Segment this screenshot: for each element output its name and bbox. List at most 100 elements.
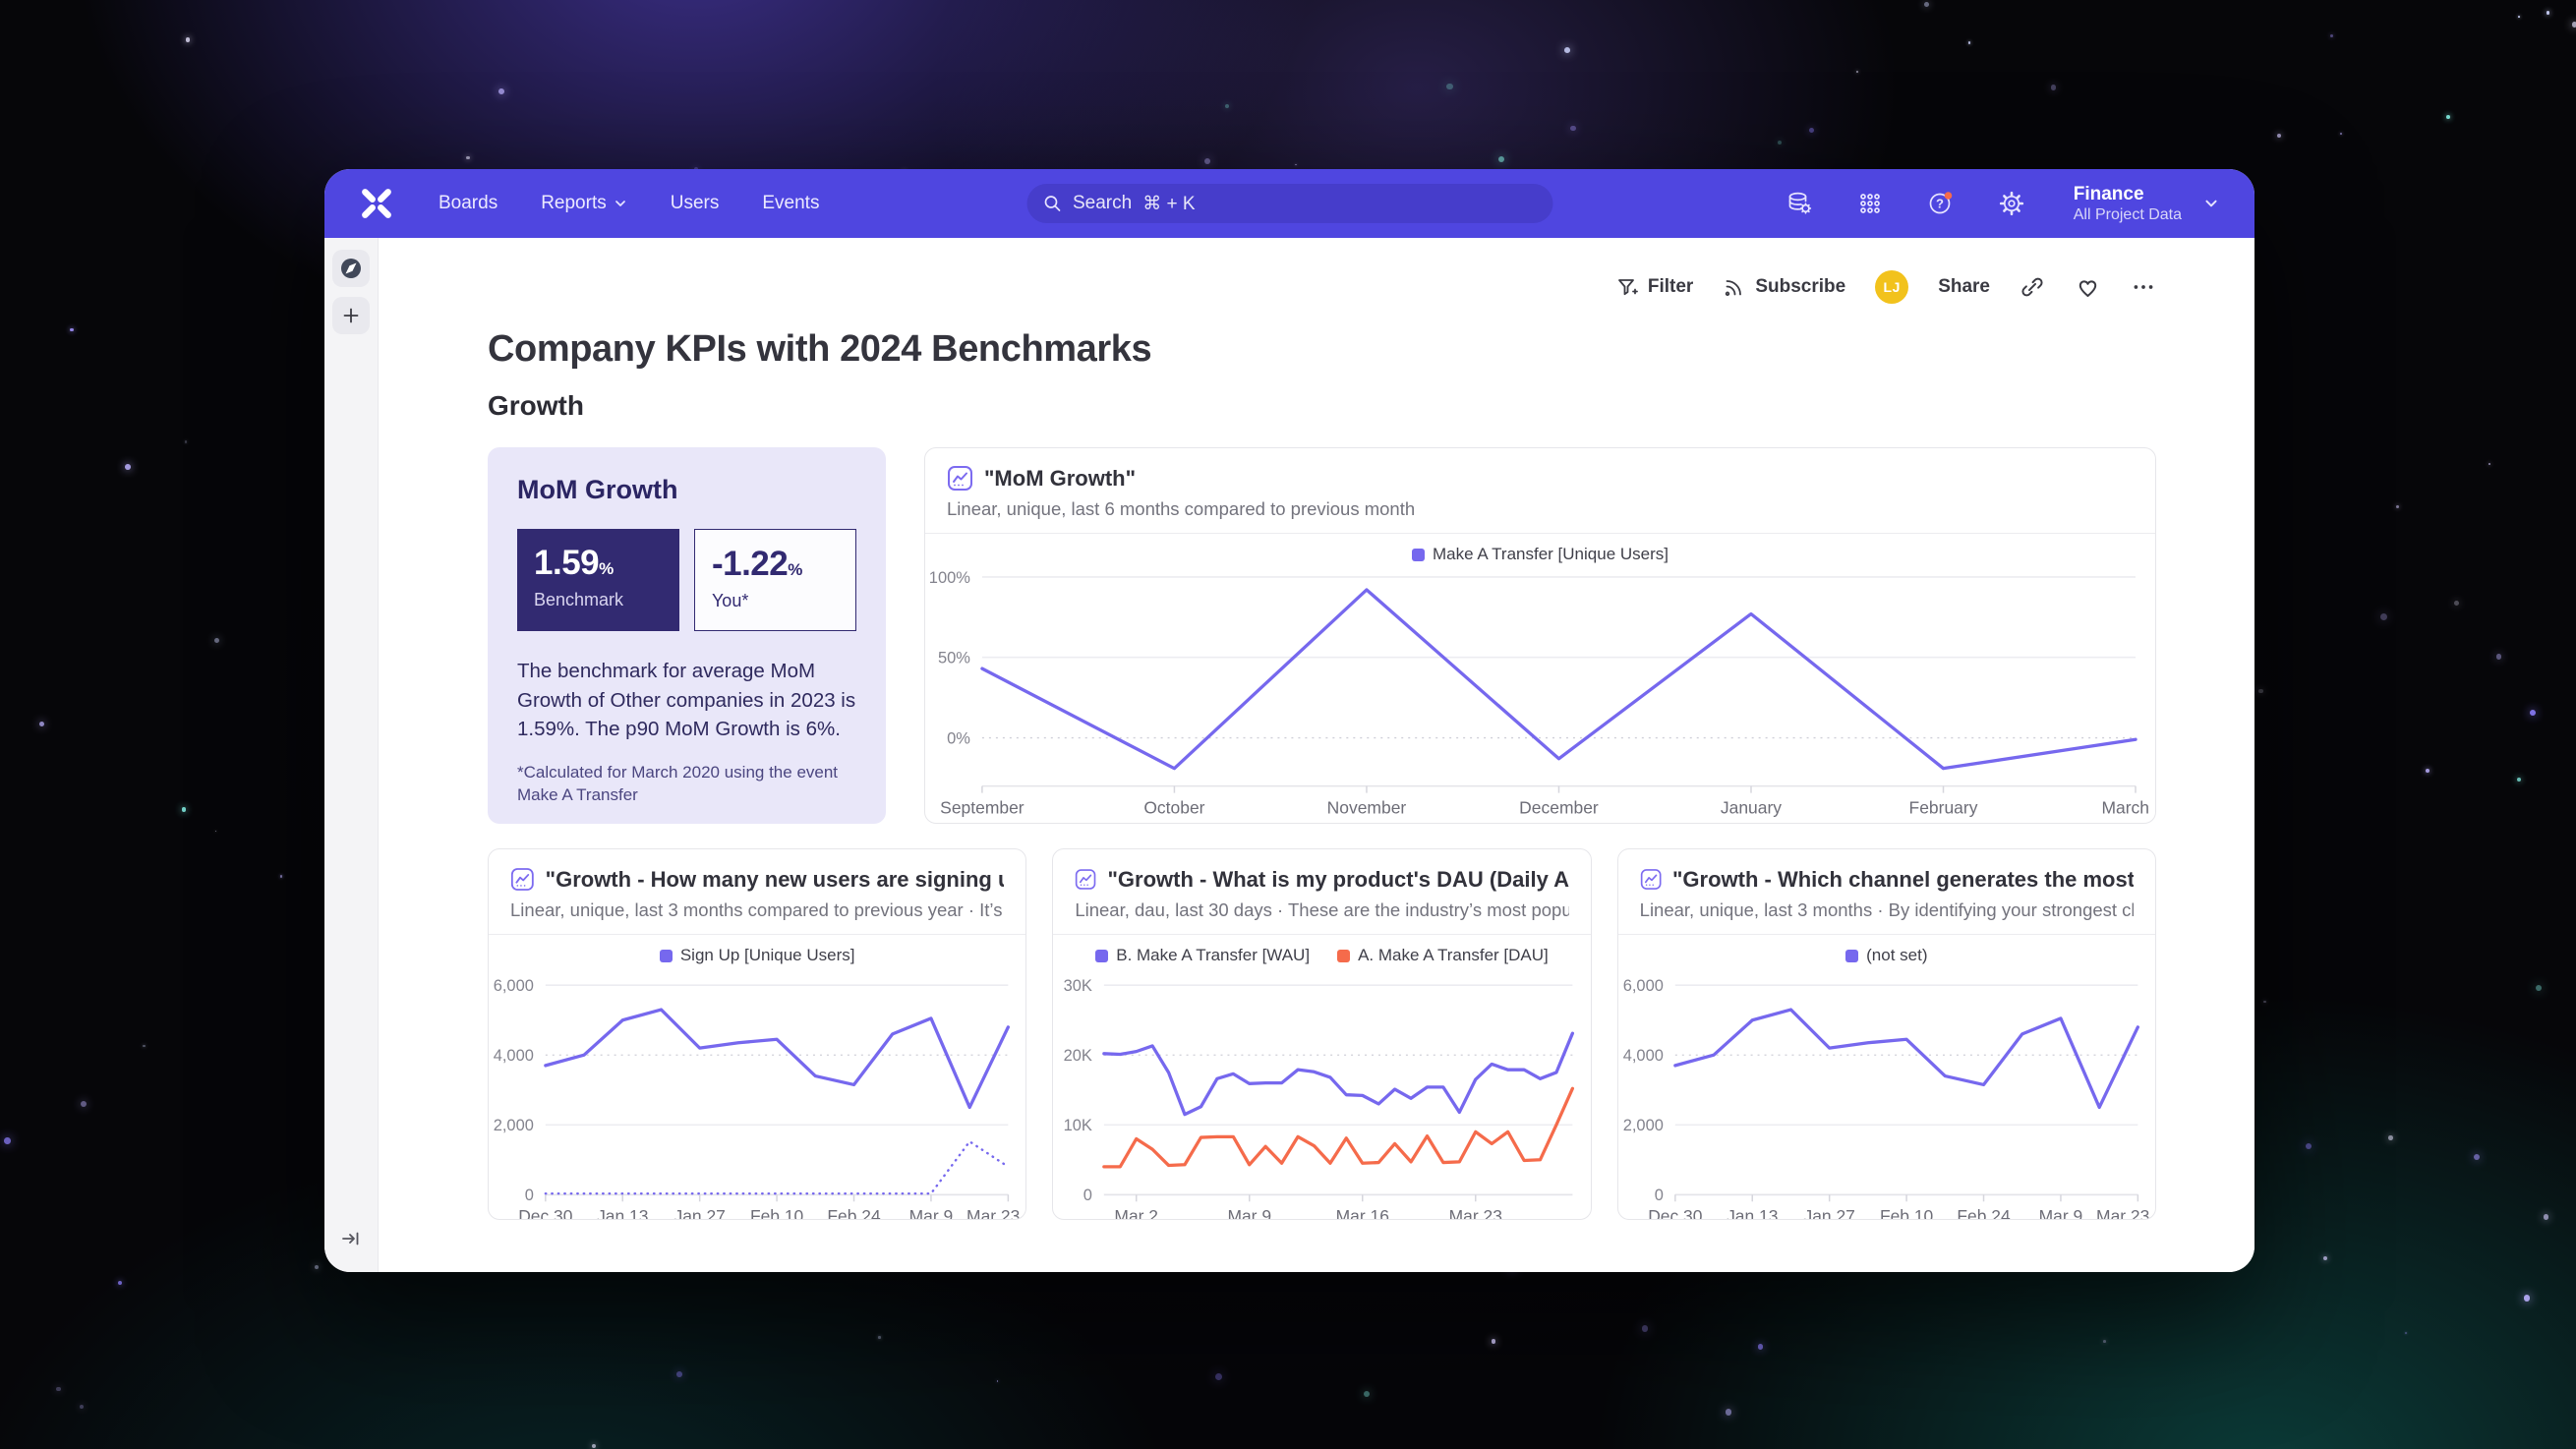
svg-text:Mar 23: Mar 23	[966, 1206, 1020, 1220]
collapse-sidebar-icon	[342, 1232, 359, 1246]
chart-header: "MoM Growth" Linear, unique, last 6 mont…	[925, 448, 2155, 534]
svg-text:December: December	[1519, 798, 1599, 818]
avatar[interactable]: LJ	[1875, 270, 1909, 304]
nav-menu: Boards Reports Users Events	[439, 193, 819, 214]
page-title: Company KPIs with 2024 Benchmarks	[488, 328, 1152, 370]
nav-item-label: Boards	[439, 193, 498, 213]
line-chart[interactable]: 30K 20K 10K 0 Mar 2 Mar 9 Mar 16 Mar 23	[1053, 965, 1590, 1220]
notification-dot	[1944, 192, 1953, 200]
search-shortcut: ⌘ + K	[1142, 193, 1196, 214]
svg-text:Mar 9: Mar 9	[2038, 1206, 2082, 1220]
search-input[interactable]: Search ⌘ + K	[1026, 184, 1552, 223]
top-navbar: Boards Reports Users Events Search ⌘ + K	[324, 169, 2254, 238]
avatar-initials: LJ	[1883, 279, 1901, 295]
chevron-down-icon	[2205, 200, 2217, 207]
svg-text:February: February	[1909, 798, 1978, 818]
legend-swatch	[1337, 949, 1351, 962]
chart-title[interactable]: "MoM Growth"	[984, 465, 1137, 491]
svg-text:30K: 30K	[1064, 977, 1092, 995]
project-scope: All Project Data	[2073, 205, 2182, 223]
legend-swatch	[1412, 548, 1425, 561]
svg-text:Jan 13: Jan 13	[1727, 1206, 1778, 1220]
filter-button[interactable]: Filter	[1615, 275, 1693, 299]
svg-text:4,000: 4,000	[1622, 1047, 1663, 1065]
you-stat-box: -1.22% You*	[693, 529, 856, 631]
board-toolbar: Filter Subscribe LJ Share	[488, 267, 2156, 307]
chart-card-channels[interactable]: "Growth - Which channel generates the mo…	[1616, 848, 2156, 1220]
chart-subtitle: Linear, unique, last 6 months compared t…	[947, 498, 1416, 519]
line-chart-icon	[1076, 869, 1096, 890]
benchmark-description: The benchmark for average MoM Growth of …	[517, 660, 856, 741]
svg-text:Jan 13: Jan 13	[597, 1206, 648, 1220]
chart-title[interactable]: "Growth - What is my product's DAU (Dail…	[1107, 866, 1569, 892]
nav-item-label: Reports	[541, 193, 607, 213]
svg-text:Feb 24: Feb 24	[1957, 1206, 2011, 1220]
nav-item-reports[interactable]: Reports	[541, 193, 627, 214]
board-content: Filter Subscribe LJ Share	[379, 238, 2254, 1272]
section-heading: Growth	[488, 390, 584, 421]
legend-item[interactable]: Make A Transfer [Unique Users]	[1412, 545, 1669, 564]
line-chart-icon	[948, 466, 972, 491]
legend-label: B. Make A Transfer [WAU]	[1116, 946, 1311, 964]
more-options-ellipsis-icon[interactable]	[2131, 274, 2156, 300]
share-label: Share	[1938, 276, 1990, 297]
benchmark-footnote: *Calculated for March 2020 using the eve…	[517, 762, 839, 805]
svg-text:0: 0	[525, 1187, 534, 1204]
percent-sign: %	[599, 559, 615, 578]
benchmark-card: MoM Growth 1.59% Benchmark -1.22% You* T…	[488, 447, 886, 824]
copy-link-icon[interactable]	[2020, 274, 2045, 300]
svg-text:Dec 30: Dec 30	[518, 1206, 573, 1220]
percent-sign: %	[788, 560, 803, 579]
svg-text:Mar 9: Mar 9	[909, 1206, 954, 1220]
project-switcher[interactable]: Finance All Project Data	[2074, 183, 2219, 224]
chart-header: "Growth - What is my product's DAU (Dail…	[1053, 849, 1591, 935]
svg-text:January: January	[1721, 798, 1782, 818]
legend-item[interactable]: Sign Up [Unique Users]	[659, 946, 854, 965]
help-icon[interactable]: ?	[1926, 189, 1956, 218]
svg-text:2,000: 2,000	[1622, 1117, 1663, 1134]
line-chart[interactable]: 6,000 4,000 2,000 0 Dec 30 Jan 13 Jan 27 Feb 10…	[1618, 965, 2155, 1220]
expand-sidebar-button[interactable]	[340, 1228, 362, 1254]
project-name: Finance	[2073, 184, 2144, 205]
chart-title[interactable]: "Growth - Which channel generates the mo…	[1672, 866, 2134, 892]
legend-label: (not set)	[1866, 946, 1928, 964]
apps-grid-icon[interactable]	[1855, 189, 1885, 218]
chart-subtitle: Linear, unique, last 3 months compared t…	[510, 899, 1004, 920]
svg-text:Mar 9: Mar 9	[1228, 1206, 1272, 1220]
svg-text:November: November	[1327, 798, 1407, 818]
chart-card-signups[interactable]: "Growth - How many new users are signing…	[488, 848, 1027, 1220]
subscribe-button[interactable]: Subscribe	[1723, 275, 1845, 299]
app-window: Boards Reports Users Events Search ⌘ + K	[324, 169, 2254, 1272]
chart-legend: Sign Up [Unique Users]	[489, 935, 1025, 965]
chart-legend: B. Make A Transfer [WAU] A. Make A Transf…	[1053, 935, 1590, 965]
explore-button[interactable]	[332, 250, 370, 287]
line-chart[interactable]: 100% 50% 0% September October November Decembe…	[925, 564, 2155, 822]
chart-subtitle: Linear, unique, last 3 months · By ident…	[1639, 899, 2134, 920]
legend-item[interactable]: (not set)	[1845, 946, 1928, 965]
legend-item[interactable]: B. Make A Transfer [WAU]	[1095, 946, 1310, 965]
create-board-button[interactable]	[332, 297, 370, 334]
line-chart-icon	[510, 868, 534, 891]
chart-card-mom-growth[interactable]: "MoM Growth" Linear, unique, last 6 mont…	[924, 447, 2156, 824]
legend-item[interactable]: A. Make A Transfer [DAU]	[1337, 946, 1549, 965]
legend-label: A. Make A Transfer [DAU]	[1358, 946, 1549, 964]
chart-title[interactable]: "Growth - How many new users are signing…	[545, 866, 1005, 892]
subscribe-label: Subscribe	[1755, 276, 1846, 297]
svg-text:Jan 27: Jan 27	[673, 1206, 725, 1220]
favorite-heart-icon[interactable]	[2075, 274, 2101, 301]
svg-text:6,000: 6,000	[494, 977, 534, 995]
mixpanel-logo-icon[interactable]	[360, 187, 393, 220]
benchmark-card-title: MoM Growth	[517, 475, 678, 504]
share-button[interactable]: Share	[1938, 276, 1990, 298]
nav-item-boards[interactable]: Boards	[439, 193, 498, 214]
data-settings-icon[interactable]	[1785, 189, 1814, 218]
chart-header: "Growth - How many new users are signing…	[489, 849, 1026, 935]
nav-right-icons: ? Finance All Project Data	[1785, 183, 2219, 224]
chart-card-dau[interactable]: "Growth - What is my product's DAU (Dail…	[1052, 848, 1592, 1220]
nav-item-users[interactable]: Users	[671, 193, 720, 214]
settings-gear-icon[interactable]	[1997, 189, 2026, 218]
line-chart[interactable]: 6,000 4,000 2,000 0 Dec 30 Jan 13 Jan 27 Feb 10…	[489, 965, 1025, 1220]
nav-item-events[interactable]: Events	[762, 193, 819, 214]
svg-text:4,000: 4,000	[494, 1047, 534, 1065]
legend-swatch	[1095, 949, 1109, 962]
